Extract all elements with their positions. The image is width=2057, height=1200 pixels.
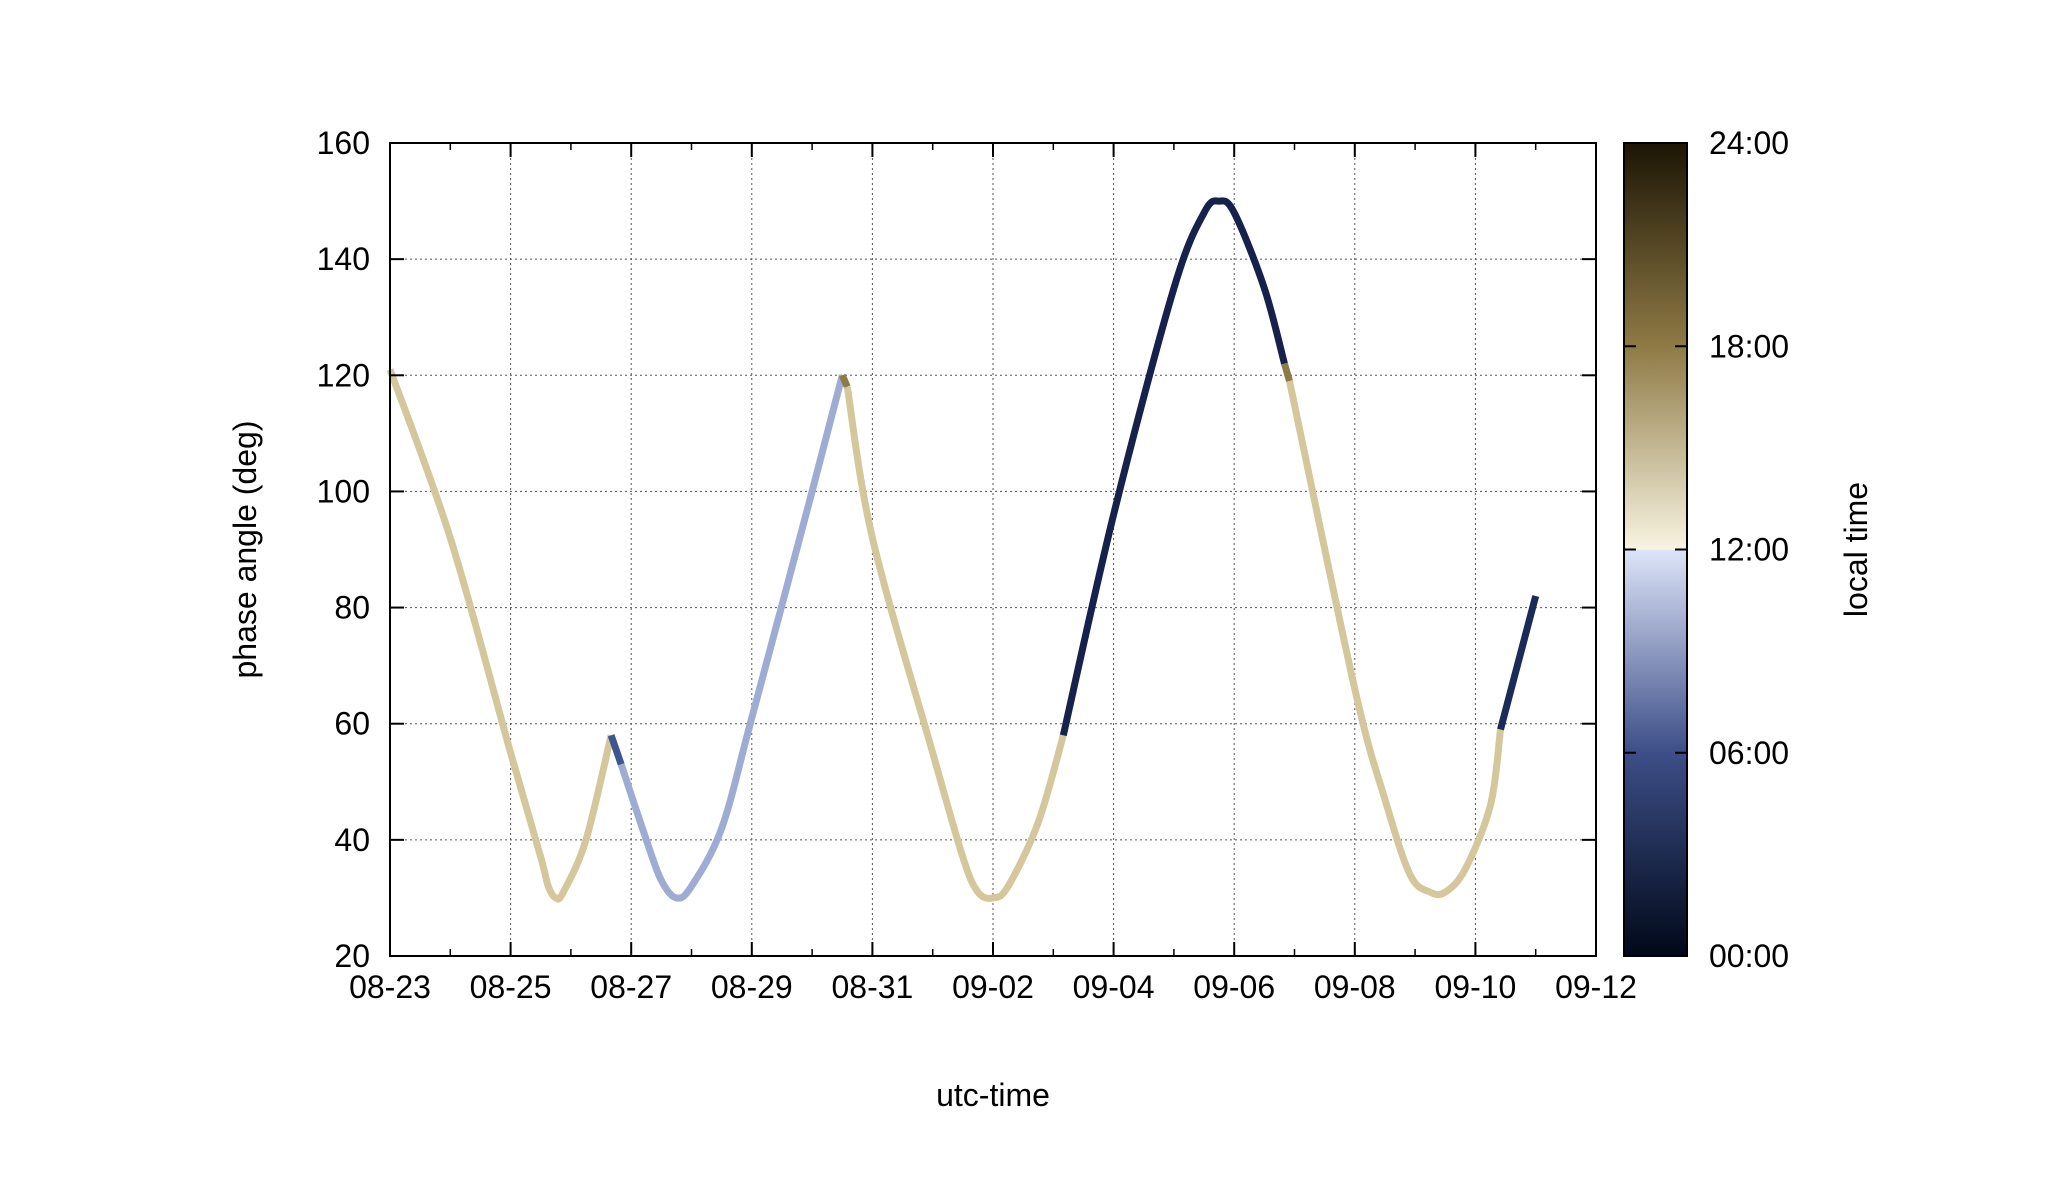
- y-tick-label: 160: [317, 125, 370, 161]
- y-tick-label: 20: [334, 938, 370, 974]
- grid-lines: [390, 143, 1596, 956]
- colorbar-tick-label: 18:00: [1709, 328, 1789, 364]
- curve-segment: [1497, 595, 1540, 731]
- x-axis: 08-23 08-25 08-27 08-29 08-31 09-02 09-04 09-06…: [349, 143, 1637, 1005]
- x-tick-label: 09-12: [1555, 969, 1637, 1005]
- x-tick-label: 09-02: [952, 969, 1034, 1005]
- colorbar-tick-label: 12:00: [1709, 532, 1789, 568]
- y-tick-label: 40: [334, 822, 370, 858]
- curve-segment: [839, 373, 851, 389]
- x-tick-label: 09-10: [1434, 969, 1516, 1005]
- x-tick-label: 08-29: [711, 969, 793, 1005]
- curve-segment: [843, 386, 1067, 902]
- y-tick-label: 80: [334, 590, 370, 626]
- curve-segment: [1281, 362, 1293, 383]
- colorbar-tick-label: 00:00: [1709, 938, 1789, 974]
- y-tick-label: 60: [334, 706, 370, 742]
- x-tick-label: 08-31: [831, 969, 913, 1005]
- x-tick-label: 08-25: [470, 969, 552, 1005]
- curve-segment: [1286, 380, 1504, 899]
- x-tick-label: 09-08: [1314, 969, 1396, 1005]
- x-axis-label: utc-time: [936, 1077, 1050, 1113]
- curve-segment: [617, 374, 846, 902]
- curve-segment: [607, 734, 625, 766]
- curve-segment: [1059, 197, 1288, 737]
- x-tick-label: 08-23: [349, 969, 431, 1005]
- y-tick-label: 100: [317, 473, 370, 509]
- x-tick-label: 08-27: [590, 969, 672, 1005]
- colorbar-tick-label: 06:00: [1709, 735, 1789, 771]
- phase-angle-curve: [386, 197, 1540, 903]
- curve-segment: [386, 368, 615, 903]
- y-tick-label: 140: [317, 241, 370, 277]
- y-axis-label: phase angle (deg): [227, 421, 263, 679]
- x-tick-label: 09-04: [1073, 969, 1155, 1005]
- colorbar-label: local time: [1838, 482, 1874, 617]
- colorbar-axis: 00:00 06:00 12:00 18:00 24:00: [1624, 125, 1789, 974]
- x-tick-label: 09-06: [1193, 969, 1275, 1005]
- colorbar-tick-label: 24:00: [1709, 125, 1789, 161]
- y-axis: 20 40 60 80 100 120 140 160: [317, 125, 1596, 974]
- y-tick-label: 120: [317, 357, 370, 393]
